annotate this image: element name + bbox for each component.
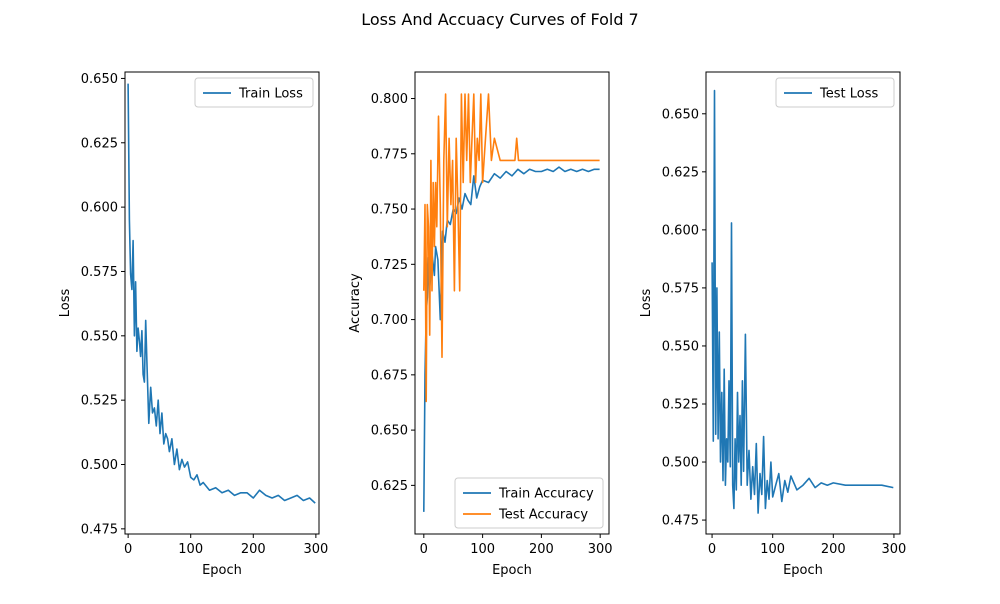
legend: Train Accuracy Test Accuracy <box>454 477 604 529</box>
legend-label: Test Accuracy <box>498 508 588 523</box>
legend-box <box>194 77 314 108</box>
legend-box <box>775 77 895 108</box>
x-tick-label: 100 <box>178 542 203 557</box>
y-tick-label: 0.525 <box>662 397 699 412</box>
x-tick-label: 300 <box>303 542 328 557</box>
y-tick-label: 0.525 <box>81 394 118 409</box>
x-tick-label: 200 <box>529 542 554 557</box>
plot-frame <box>414 71 610 535</box>
y-tick-label: 0.500 <box>662 456 699 471</box>
x-tick-label: 100 <box>760 542 785 557</box>
y-tick-label: 0.750 <box>371 203 408 218</box>
x-tick-label: 100 <box>470 542 495 557</box>
y-tick-label: 0.600 <box>81 201 118 216</box>
accuracy-chart: 0 100 200 300 0.625 0.650 0.675 0.700 0.725 0.750… <box>348 71 613 578</box>
series-line-test-accuracy <box>423 93 600 403</box>
y-tick-label: 0.475 <box>662 514 699 529</box>
y-tick-label: 0.575 <box>662 281 699 296</box>
y-tick-label: 0.550 <box>662 339 699 354</box>
figure-title: Loss And Accuacy Curves of Fold 7 <box>361 10 638 29</box>
legend: Train Loss <box>194 77 314 108</box>
x-tick-label: 0 <box>420 542 428 557</box>
x-tick-label: 200 <box>821 542 846 557</box>
y-tick-label: 0.800 <box>371 92 408 107</box>
series-line-train-loss <box>127 83 316 504</box>
y-tick-label: 0.500 <box>81 458 118 473</box>
y-tick-label: 0.600 <box>662 223 699 238</box>
y-tick-label: 0.775 <box>371 147 408 162</box>
series-line-test-loss <box>711 89 894 514</box>
y-tick-label: 0.625 <box>371 479 408 494</box>
x-tick-label: 200 <box>241 542 266 557</box>
legend-label: Train Loss <box>238 87 303 102</box>
x-tick-label: 0 <box>708 542 716 557</box>
y-tick-label: 0.550 <box>81 329 118 344</box>
y-tick-label: 0.700 <box>371 313 408 328</box>
y-axis-label: Loss <box>58 289 73 318</box>
plot-frame <box>705 71 901 535</box>
y-tick-label: 0.675 <box>371 368 408 383</box>
x-axis-label: Epoch <box>492 563 532 578</box>
plot-frame <box>124 71 320 535</box>
y-tick-label: 0.650 <box>371 424 408 439</box>
y-tick-label: 0.625 <box>81 136 118 151</box>
y-tick-label: 0.575 <box>81 265 118 280</box>
legend-label: Test Loss <box>819 87 878 102</box>
y-tick-label: 0.475 <box>81 522 118 537</box>
x-tick-label: 0 <box>124 542 132 557</box>
series-line-train-accuracy <box>423 166 600 512</box>
y-tick-label: 0.625 <box>662 165 699 180</box>
legend: Test Loss <box>775 77 895 108</box>
y-tick-label: 0.650 <box>81 72 118 87</box>
test-loss-chart: 0 100 200 300 0.475 0.500 0.525 0.550 0.575 0.600… <box>639 71 907 578</box>
y-tick-label: 0.650 <box>662 107 699 122</box>
y-axis-label: Loss <box>639 289 654 318</box>
legend-label: Train Accuracy <box>498 487 594 502</box>
x-axis-label: Epoch <box>783 563 823 578</box>
x-axis-label: Epoch <box>202 563 242 578</box>
x-tick-label: 300 <box>882 542 907 557</box>
y-tick-label: 0.725 <box>371 258 408 273</box>
x-tick-label: 300 <box>588 542 613 557</box>
train-loss-chart: 0 100 200 300 0.475 0.500 0.525 0.550 0.575 0.600… <box>58 71 328 578</box>
y-axis-label: Accuracy <box>348 273 363 333</box>
legend-box <box>454 477 604 529</box>
